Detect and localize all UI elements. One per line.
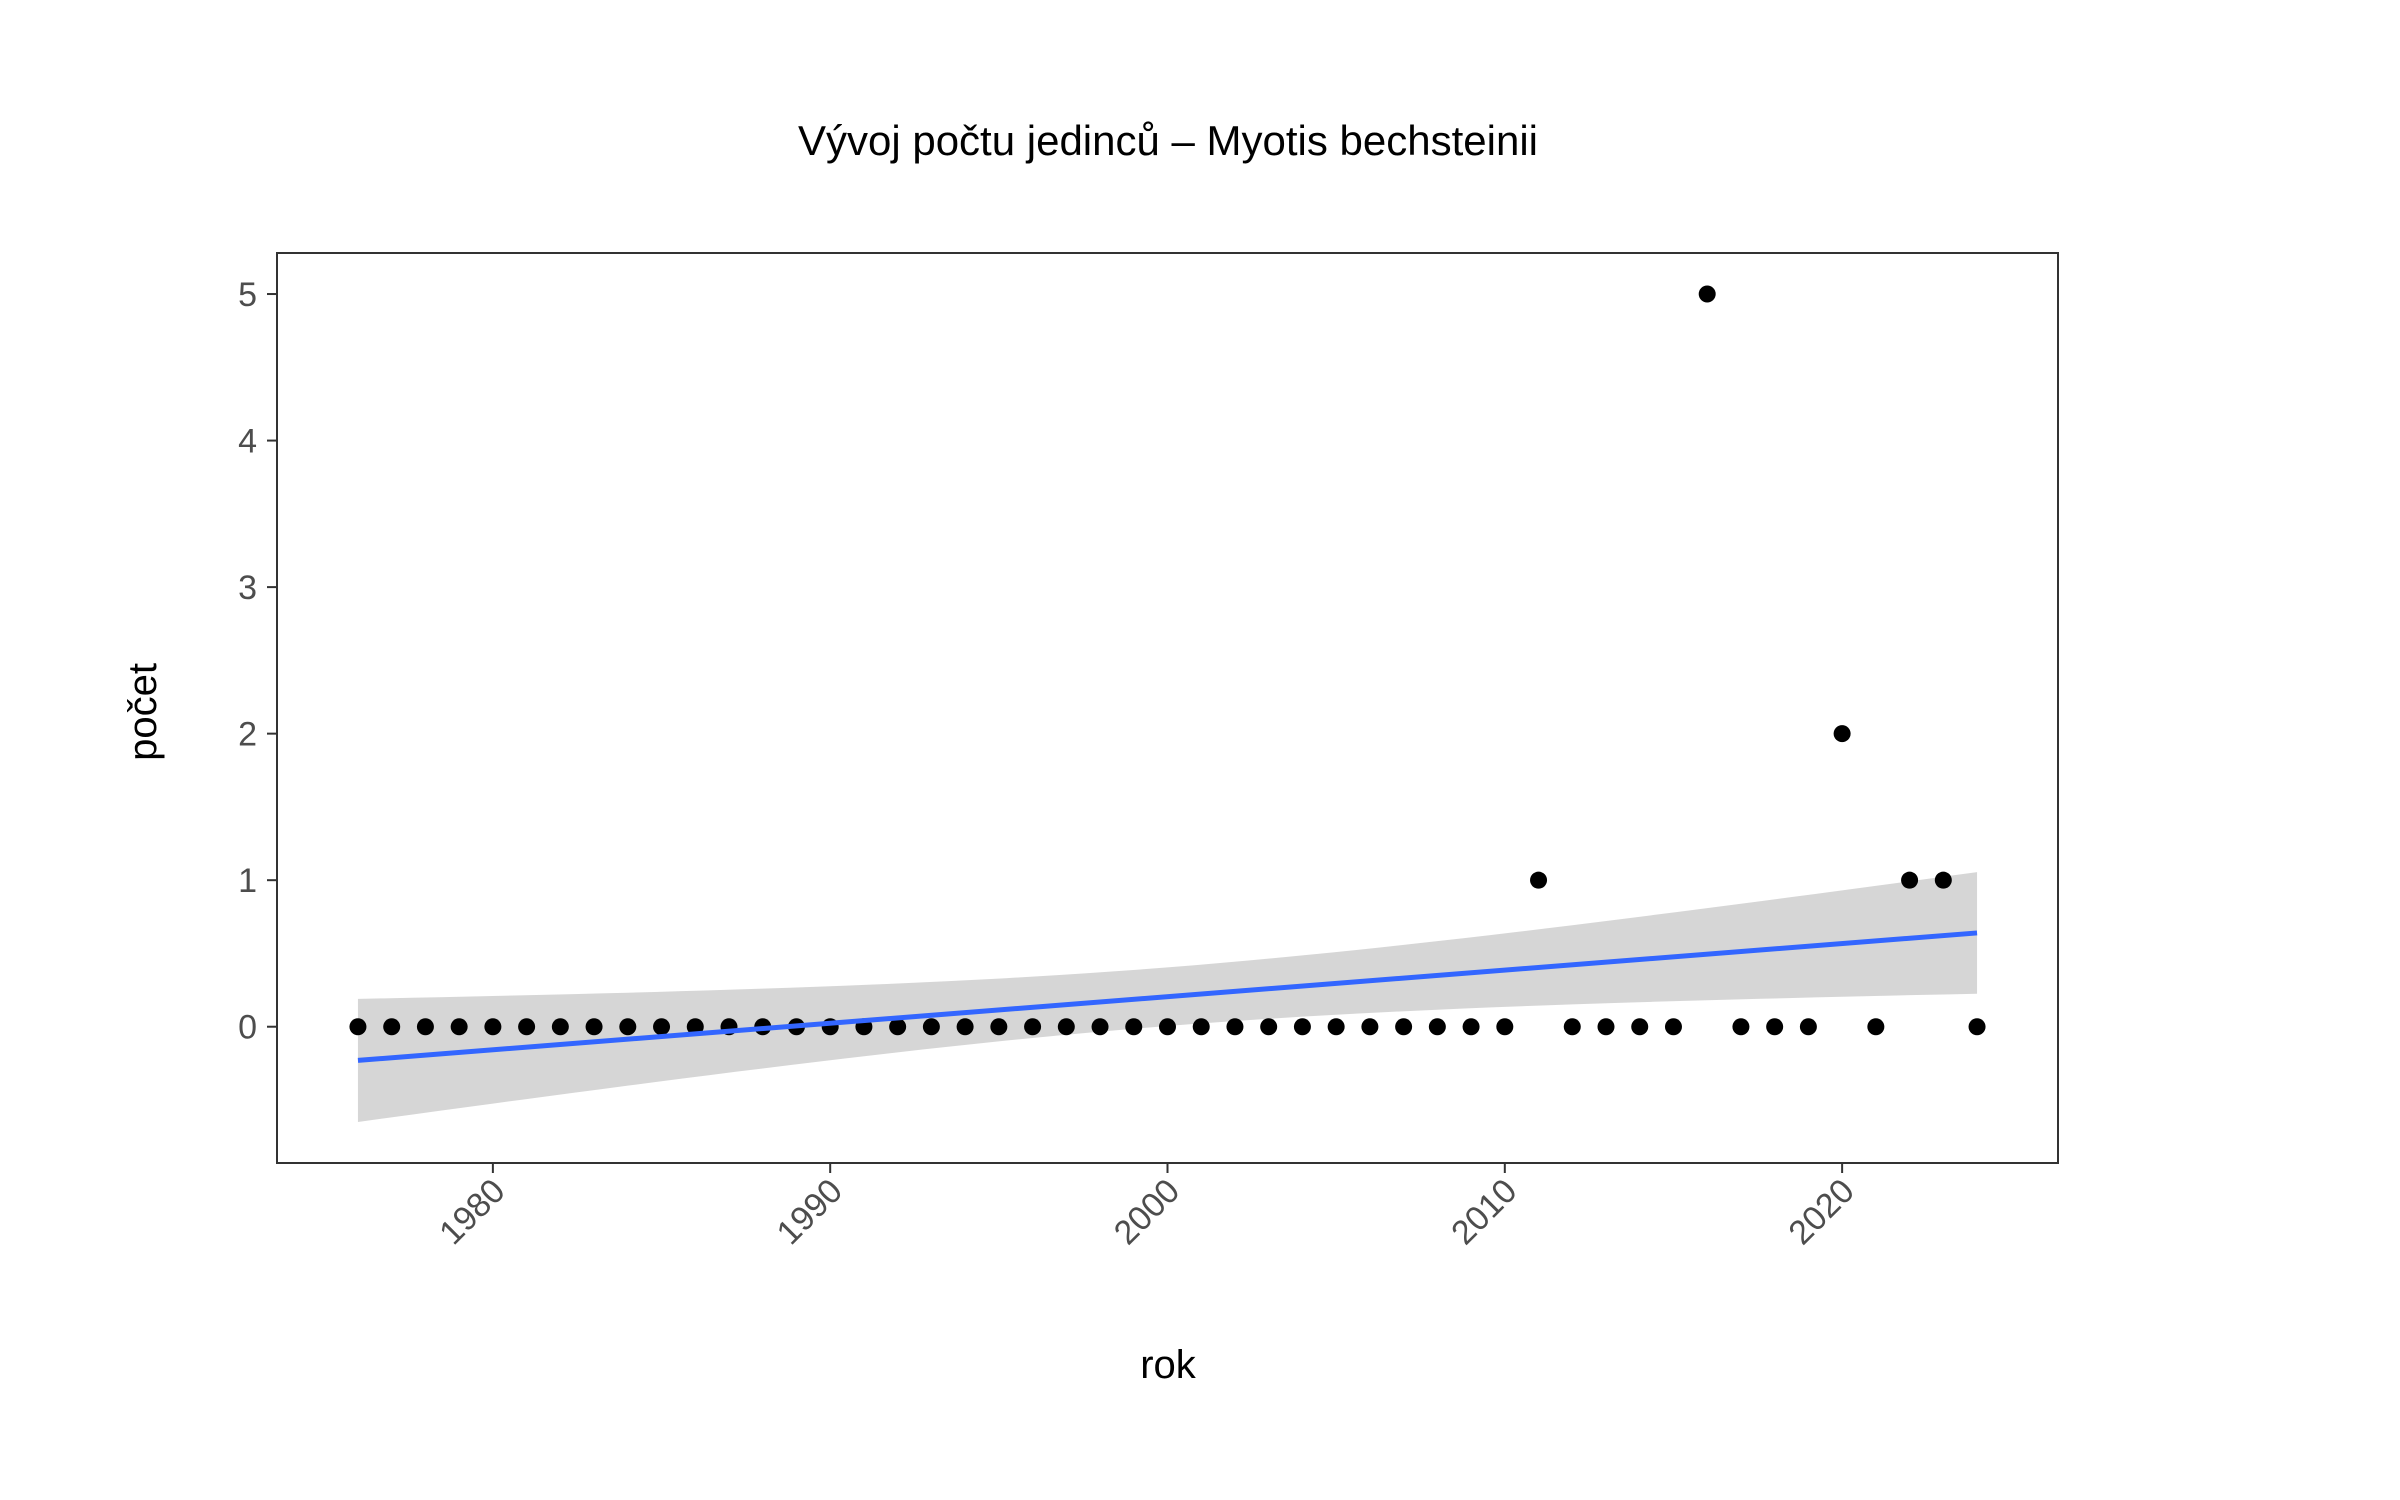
y-axis: 0 1 2 3 4 5 [238, 276, 277, 1047]
x-tick-label: 1980 [432, 1172, 512, 1252]
data-point [1428, 1018, 1446, 1036]
y-tick-label: 3 [238, 569, 257, 607]
y-tick-label: 0 [238, 1009, 257, 1047]
data-point [349, 1018, 367, 1036]
data-point [990, 1018, 1008, 1036]
data-point [1901, 871, 1919, 889]
data-point [1395, 1018, 1413, 1036]
trend-line [357, 930, 1978, 1063]
data-point [1833, 725, 1851, 743]
data-point [1260, 1018, 1278, 1036]
data-point [1159, 1018, 1176, 1036]
data-point [619, 1018, 637, 1036]
data-point [653, 1018, 671, 1036]
data-point [1698, 285, 1716, 303]
data-point [484, 1018, 502, 1036]
data-point [1563, 1018, 1581, 1036]
data-point [1226, 1018, 1244, 1036]
data-point [1024, 1018, 1042, 1036]
data-point [1664, 1018, 1682, 1036]
data-point [416, 1018, 434, 1036]
data-point [922, 1018, 940, 1036]
data-point [1192, 1018, 1210, 1036]
data-point [1293, 1018, 1311, 1036]
data-point [1766, 1018, 1784, 1036]
data-point [956, 1018, 974, 1036]
y-axis-title: počet [121, 663, 165, 761]
x-tick-label: 1990 [769, 1172, 849, 1252]
data-point [585, 1018, 603, 1036]
x-tick-label: 2000 [1107, 1172, 1187, 1252]
data-point [1361, 1018, 1379, 1036]
data-point [889, 1018, 907, 1036]
data-point [1091, 1018, 1109, 1036]
data-point [1732, 1018, 1750, 1036]
data-point [1530, 871, 1548, 889]
data-point [450, 1018, 468, 1036]
data-point [1125, 1018, 1143, 1036]
plot-area [276, 252, 2059, 1164]
x-axis-title: rok [1140, 1343, 1197, 1387]
data-point [1057, 1018, 1075, 1036]
x-axis: 1980 1990 2000 2010 2020 [432, 1163, 1862, 1252]
data-point [518, 1018, 536, 1036]
y-tick-label: 1 [238, 862, 257, 900]
data-point [686, 1018, 704, 1036]
data-point [1934, 871, 1952, 889]
y-tick-label: 5 [238, 276, 257, 314]
data-point [551, 1018, 569, 1036]
x-tick-label: 2020 [1781, 1172, 1861, 1252]
y-tick-label: 2 [238, 716, 257, 754]
data-point [1597, 1018, 1615, 1036]
chart-title: Vývoj počtu jedinců – Myotis bechsteinii [798, 117, 1538, 164]
y-tick-label: 4 [238, 423, 257, 461]
data-point [1496, 1018, 1514, 1036]
data-point [1799, 1018, 1817, 1036]
x-tick-label: 2010 [1444, 1172, 1524, 1252]
data-point [1867, 1018, 1885, 1036]
data-point [1327, 1018, 1345, 1036]
data-point [1631, 1018, 1649, 1036]
data-point [383, 1018, 401, 1036]
data-point [1968, 1018, 1986, 1036]
data-point [1462, 1018, 1480, 1036]
